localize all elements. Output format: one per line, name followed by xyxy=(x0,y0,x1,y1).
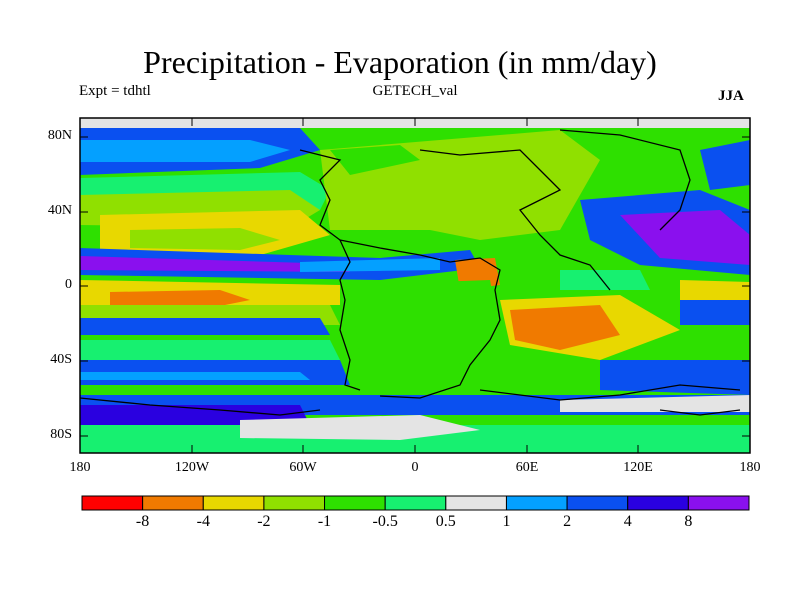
lon-label-180e: 180 xyxy=(739,460,761,475)
colorbar-label: -4 xyxy=(196,513,210,530)
colorbar xyxy=(81,495,750,511)
colorbar-label: 2 xyxy=(563,513,572,530)
coastlines xyxy=(80,129,741,416)
field-wpac-core xyxy=(620,210,750,265)
colorbar-label: 4 xyxy=(623,513,632,530)
field-npac-east xyxy=(700,140,750,190)
lon-label-0: 0 xyxy=(411,460,419,475)
experiment-label: Expt = tdhtl xyxy=(79,83,151,99)
lon-ticks xyxy=(79,118,751,453)
lat-label-80n: 80N xyxy=(47,128,72,143)
field-equator-east xyxy=(560,270,650,290)
coastline-northeast xyxy=(559,129,691,231)
field-so-grey xyxy=(560,395,750,412)
field-npac-light xyxy=(80,140,290,162)
season-label: JJA xyxy=(718,88,744,104)
colorbar-label: -2 xyxy=(257,513,271,530)
colorbar-swatch xyxy=(505,495,568,511)
lat-ticks xyxy=(80,136,750,437)
field-s-band xyxy=(80,340,340,360)
colorbar-swatch xyxy=(445,495,507,511)
colorbar-label: 1 xyxy=(502,513,511,530)
field-itcz-core xyxy=(80,256,350,272)
coastline-africa xyxy=(339,239,501,399)
field-s-storm2-light xyxy=(80,372,310,380)
field-land-green xyxy=(330,145,420,175)
colorbar-swatch xyxy=(627,495,689,511)
lon-label-180w: 180 xyxy=(69,460,91,475)
colorbar-swatch xyxy=(566,495,629,511)
coastline-asia xyxy=(419,149,611,291)
colorbar-label: 0.5 xyxy=(435,513,456,530)
lon-label-120w: 120W xyxy=(174,460,210,475)
plot-title: Precipitation - Evaporation (in mm/day) xyxy=(143,44,657,80)
field-spac-dry xyxy=(680,280,750,300)
coastline-antarctic-west xyxy=(80,397,321,416)
field-subtrop-n-inner xyxy=(130,228,280,250)
lon-label-60e: 60E xyxy=(515,460,539,475)
lat-label-40n: 40N xyxy=(47,203,72,218)
lat-label-40s: 40S xyxy=(50,352,72,367)
field-antarctic-grey xyxy=(240,415,480,440)
lon-label-120e: 120E xyxy=(623,460,653,475)
coastline-west xyxy=(299,149,361,391)
colorbar-swatch xyxy=(81,495,144,511)
lat-label-0: 0 xyxy=(65,277,72,292)
field-layer xyxy=(80,118,750,453)
colorbar-swatch xyxy=(324,495,386,511)
colorbar-swatch xyxy=(142,495,204,511)
field-itcz-light xyxy=(300,258,440,272)
colorbar-label: -8 xyxy=(135,513,150,530)
colorbar-swatch xyxy=(384,495,447,511)
colorbar-label: -1 xyxy=(317,513,332,530)
field-indian-core xyxy=(510,305,620,350)
colorbar-swatch xyxy=(263,495,326,511)
colorbar-swatch xyxy=(202,495,265,511)
colorbar-label: -0.5 xyxy=(372,513,398,530)
coastline-antarctic-east xyxy=(659,409,741,416)
field-land-north xyxy=(320,130,600,240)
lon-label-60w: 60W xyxy=(289,460,317,475)
colorbar-swatch xyxy=(687,495,750,511)
dataset-label: GETECH_val xyxy=(372,83,458,99)
field-africa xyxy=(350,280,500,375)
field-s-storm1 xyxy=(80,318,330,335)
coastline-south xyxy=(479,384,741,401)
field-spac-wet xyxy=(680,300,750,325)
field-south-storm-east xyxy=(600,360,750,395)
colorbar-label: 8 xyxy=(684,513,693,530)
lat-label-80s: 80S xyxy=(50,427,72,442)
